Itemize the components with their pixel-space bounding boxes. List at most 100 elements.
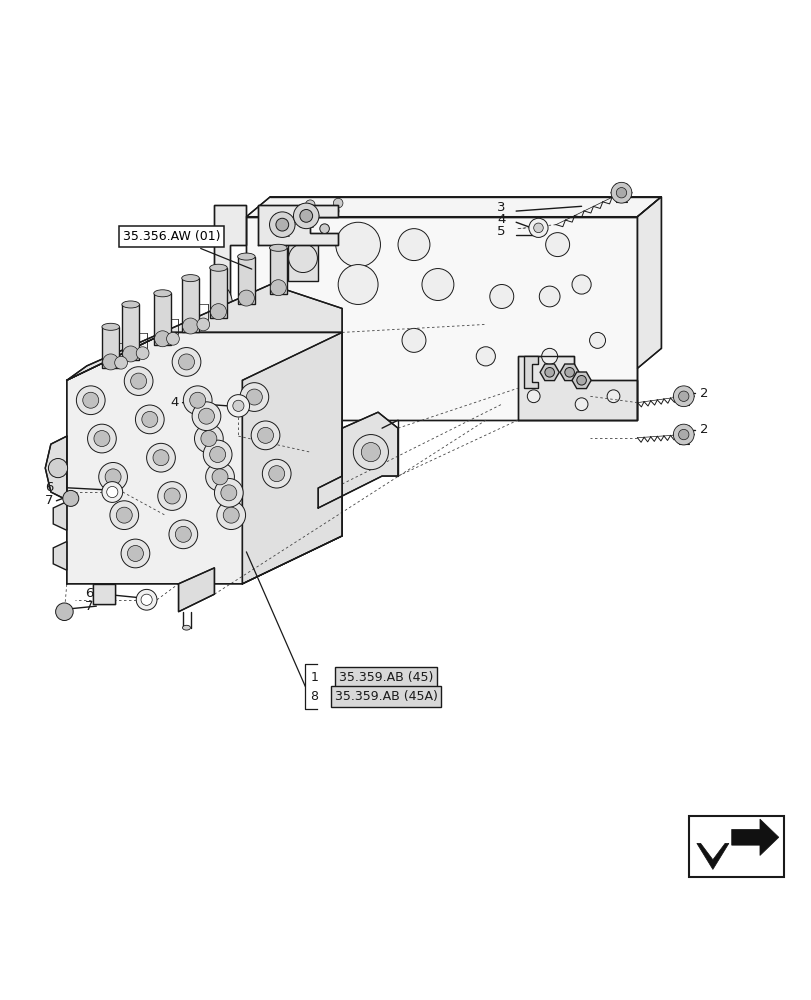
Circle shape <box>223 507 239 523</box>
Circle shape <box>190 392 205 408</box>
Circle shape <box>576 375 586 385</box>
Circle shape <box>152 450 169 466</box>
Circle shape <box>678 429 688 440</box>
Text: 8: 8 <box>310 690 318 703</box>
Circle shape <box>131 373 147 389</box>
Circle shape <box>246 389 262 405</box>
Circle shape <box>262 459 290 488</box>
Circle shape <box>136 347 149 360</box>
Circle shape <box>539 286 560 307</box>
Circle shape <box>105 469 121 485</box>
Circle shape <box>102 482 122 502</box>
Circle shape <box>270 280 286 296</box>
Circle shape <box>336 222 380 267</box>
Circle shape <box>544 368 554 377</box>
Circle shape <box>203 440 232 469</box>
Polygon shape <box>54 502 67 530</box>
Circle shape <box>210 304 226 320</box>
Circle shape <box>333 198 342 208</box>
Circle shape <box>240 383 268 411</box>
Circle shape <box>545 233 569 257</box>
Circle shape <box>526 390 539 403</box>
Ellipse shape <box>102 323 119 330</box>
Ellipse shape <box>153 290 171 297</box>
Polygon shape <box>571 372 590 389</box>
Circle shape <box>533 223 543 233</box>
Text: 6: 6 <box>84 587 93 600</box>
Circle shape <box>251 421 280 450</box>
Circle shape <box>102 354 118 370</box>
Circle shape <box>124 367 152 395</box>
Circle shape <box>212 469 228 485</box>
Circle shape <box>337 265 378 304</box>
Circle shape <box>195 424 223 453</box>
Polygon shape <box>67 332 341 584</box>
Polygon shape <box>637 197 661 368</box>
Polygon shape <box>269 248 287 294</box>
Circle shape <box>475 347 495 366</box>
Circle shape <box>672 386 693 407</box>
Circle shape <box>589 332 605 348</box>
Polygon shape <box>45 436 67 500</box>
Circle shape <box>299 209 312 222</box>
Polygon shape <box>560 364 578 381</box>
Text: 35.359.AB (45): 35.359.AB (45) <box>338 671 433 684</box>
Circle shape <box>109 501 139 530</box>
Circle shape <box>154 331 170 347</box>
Circle shape <box>611 182 631 203</box>
Polygon shape <box>318 412 397 508</box>
Polygon shape <box>102 327 119 368</box>
Circle shape <box>88 424 116 453</box>
Circle shape <box>183 386 212 415</box>
Polygon shape <box>517 356 637 420</box>
Polygon shape <box>209 268 227 318</box>
Circle shape <box>135 405 164 434</box>
Circle shape <box>141 594 152 605</box>
Text: 1: 1 <box>310 671 318 684</box>
Circle shape <box>136 589 157 610</box>
Ellipse shape <box>182 625 191 630</box>
Circle shape <box>164 488 180 504</box>
Circle shape <box>182 318 198 334</box>
Circle shape <box>607 390 619 403</box>
Circle shape <box>397 229 429 261</box>
Polygon shape <box>696 843 728 869</box>
Circle shape <box>574 398 587 411</box>
Circle shape <box>200 431 217 447</box>
Circle shape <box>166 332 179 345</box>
Circle shape <box>528 218 547 237</box>
Circle shape <box>305 200 315 209</box>
Polygon shape <box>182 278 199 332</box>
Text: 2: 2 <box>699 423 707 436</box>
Circle shape <box>147 443 175 472</box>
Text: 3: 3 <box>496 201 505 214</box>
Polygon shape <box>238 257 255 304</box>
Circle shape <box>196 318 209 331</box>
Polygon shape <box>288 237 318 281</box>
Circle shape <box>227 395 249 417</box>
Circle shape <box>205 462 234 491</box>
Circle shape <box>571 275 590 294</box>
Circle shape <box>56 603 73 621</box>
Circle shape <box>353 435 388 470</box>
Text: 4: 4 <box>170 396 178 409</box>
Circle shape <box>209 447 225 462</box>
Circle shape <box>114 356 127 369</box>
Circle shape <box>257 427 273 443</box>
Circle shape <box>361 443 380 462</box>
Polygon shape <box>122 304 139 360</box>
Polygon shape <box>523 356 537 388</box>
Polygon shape <box>214 205 247 420</box>
Circle shape <box>289 244 317 273</box>
Ellipse shape <box>209 264 227 271</box>
Circle shape <box>169 520 197 549</box>
Polygon shape <box>67 285 341 380</box>
Circle shape <box>99 462 127 491</box>
Circle shape <box>83 392 99 408</box>
Circle shape <box>422 269 453 300</box>
Text: 7: 7 <box>45 494 54 507</box>
Circle shape <box>221 485 237 501</box>
Ellipse shape <box>182 275 199 282</box>
Polygon shape <box>731 819 778 855</box>
Text: 5: 5 <box>496 225 505 238</box>
